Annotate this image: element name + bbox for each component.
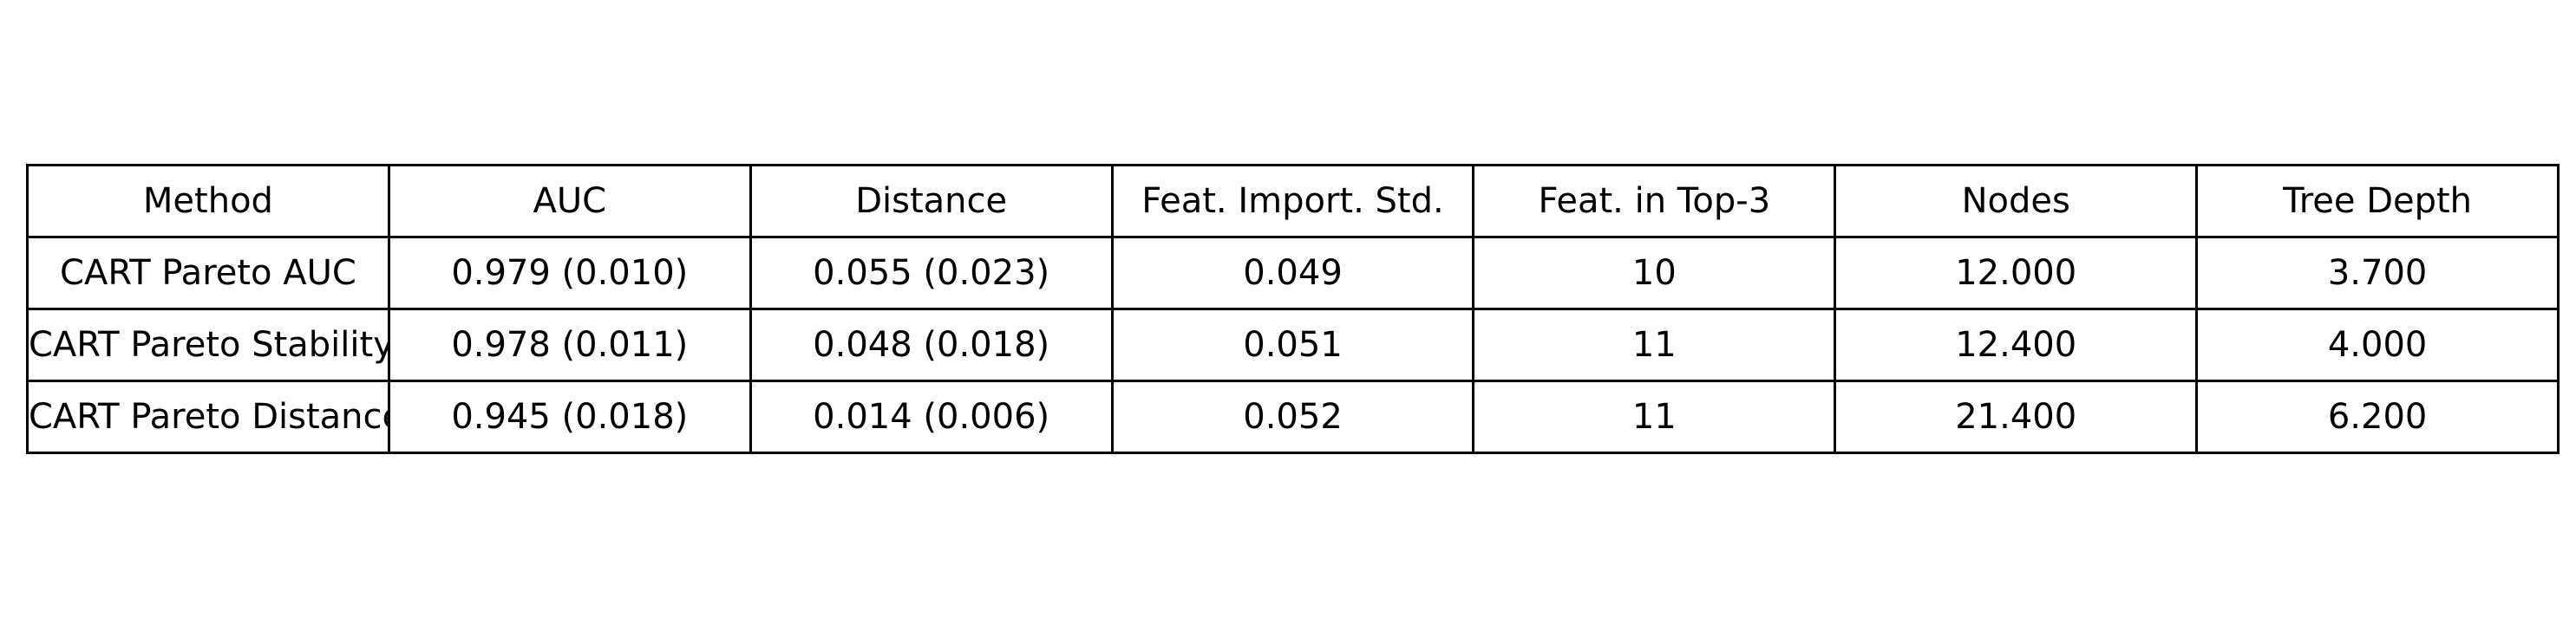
header-auc: AUC xyxy=(387,164,752,238)
cell-nodes: 12.400 xyxy=(1834,308,2199,382)
cell-tree-depth: 6.200 xyxy=(2195,380,2560,454)
cell-feat-import-std: 0.049 xyxy=(1110,236,1475,310)
results-table: Method AUC Distance Feat. Import. Std. F… xyxy=(26,164,2560,454)
cell-distance: 0.048 (0.018) xyxy=(749,308,1114,382)
header-feat-in-top-3: Feat. in Top-3 xyxy=(1472,164,1837,238)
cell-nodes: 21.400 xyxy=(1834,380,2199,454)
table-header-row: Method AUC Distance Feat. Import. Std. F… xyxy=(26,164,2560,238)
cell-tree-depth: 4.000 xyxy=(2195,308,2560,382)
cell-auc: 0.945 (0.018) xyxy=(387,380,752,454)
cell-auc: 0.978 (0.011) xyxy=(387,308,752,382)
cell-feat-import-std: 0.052 xyxy=(1110,380,1475,454)
cell-nodes: 12.000 xyxy=(1834,236,2199,310)
header-nodes: Nodes xyxy=(1834,164,2199,238)
table-row: CART Pareto AUC 0.979 (0.010) 0.055 (0.0… xyxy=(26,236,2560,310)
cell-auc: 0.979 (0.010) xyxy=(387,236,752,310)
cell-feat-in-top-3: 11 xyxy=(1472,380,1837,454)
cell-method: CART Pareto Stability xyxy=(26,308,390,382)
table-row: CART Pareto Distance 0.945 (0.018) 0.014… xyxy=(26,380,2560,454)
cell-distance: 0.055 (0.023) xyxy=(749,236,1114,310)
header-tree-depth: Tree Depth xyxy=(2195,164,2560,238)
cell-tree-depth: 3.700 xyxy=(2195,236,2560,310)
cell-feat-in-top-3: 11 xyxy=(1472,308,1837,382)
cell-distance: 0.014 (0.006) xyxy=(749,380,1114,454)
header-feat-import-std: Feat. Import. Std. xyxy=(1110,164,1475,238)
table-row: CART Pareto Stability 0.978 (0.011) 0.04… xyxy=(26,308,2560,382)
cell-method: CART Pareto AUC xyxy=(26,236,390,310)
cell-feat-import-std: 0.051 xyxy=(1110,308,1475,382)
results-table-container: Method AUC Distance Feat. Import. Std. F… xyxy=(26,164,2560,454)
cell-method: CART Pareto Distance xyxy=(26,380,390,454)
header-method: Method xyxy=(26,164,390,238)
cell-feat-in-top-3: 10 xyxy=(1472,236,1837,310)
header-distance: Distance xyxy=(749,164,1114,238)
